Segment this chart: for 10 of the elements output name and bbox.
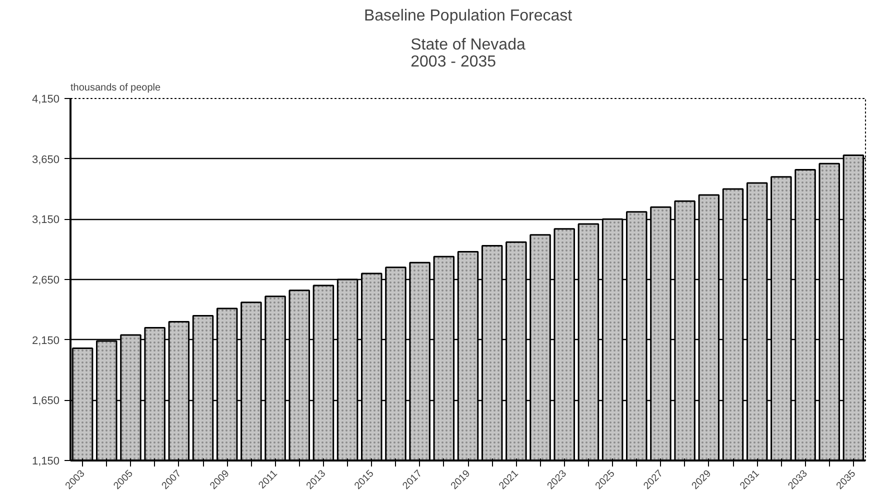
y-tick-label: 2,150 [32, 334, 60, 347]
y-tick-label: 3,150 [32, 214, 60, 226]
y-axis-title: thousands of people [70, 82, 162, 94]
chart-subtitle: State of Nevada 2003 - 2035 [410, 36, 526, 70]
y-tick-label: 1,150 [32, 456, 60, 468]
y-tick-label: 1,650 [32, 395, 60, 408]
chart-title: Baseline Population Forecast [364, 8, 573, 24]
y-tick-label: 3,650 [32, 154, 60, 166]
y-tick-label: 2,650 [32, 274, 60, 286]
y-tick-label: 4,150 [32, 94, 60, 106]
